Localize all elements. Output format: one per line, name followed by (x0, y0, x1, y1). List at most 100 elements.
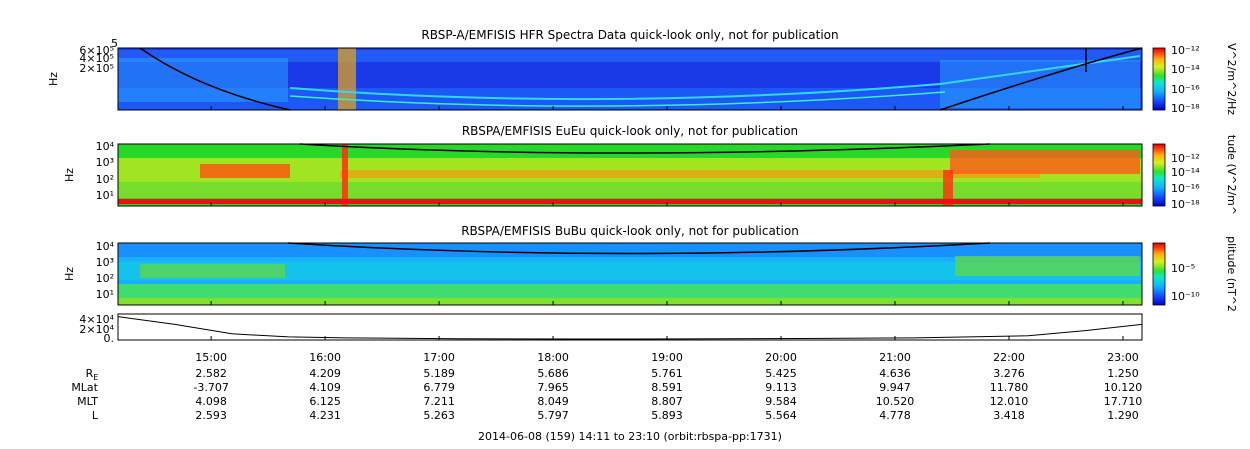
ephemeris-value: 10.520 (876, 395, 915, 408)
bubu-upper-curve (287, 242, 991, 255)
ephemeris-value: 6.779 (423, 381, 455, 394)
panel-eueu-ylabel: Hz (63, 168, 76, 182)
bubu-colorbar-label: plitude (nT^2 (1225, 236, 1238, 312)
eueu-ytick-1e3: 10³ (96, 156, 114, 169)
hfr-ytick-4e5: 4×10⁵ (79, 52, 114, 65)
hfr-colorbar-label: V^2/m^2/Hz (1225, 43, 1238, 115)
hfr-plasmapause-curve (139, 47, 1143, 111)
panel-bubu-colorbar: 10⁻⁵ 10⁻¹⁰ plitude (nT^2 (1152, 236, 1238, 312)
ephemeris-value: 5.263 (423, 409, 455, 422)
eueu-band-hot-3 (950, 150, 1140, 174)
ephemeris-value: 9.584 (765, 395, 797, 408)
ephemeris-value: 7.965 (537, 381, 569, 394)
panel-eueu-spectrogram (118, 143, 1142, 206)
time-tick-label: 23:00 (1107, 351, 1139, 364)
line-series-group (117, 316, 1143, 340)
line-ytick-4e4: 4×10⁴ (79, 313, 114, 326)
ephemeris-value: 2.593 (195, 409, 227, 422)
time-tick-label: 20:00 (765, 351, 797, 364)
ephemeris-value: 4.231 (309, 409, 341, 422)
panel-bubu: RBSPA/EMFISIS BuBu quick-look only, not … (63, 224, 1238, 312)
line-series-path (117, 316, 1143, 340)
bubu-green-2 (955, 256, 1140, 276)
time-tick-label: 16:00 (309, 351, 341, 364)
hfr-band-upper (118, 50, 1142, 62)
panel-hfr-yticks: 2×10⁵ 4×10⁵ 6×10⁵ 5 (79, 37, 118, 75)
ephemeris-value: 8.049 (537, 395, 569, 408)
eueu-ytick-1e1: 10¹ (96, 189, 114, 202)
panel-line-frame (117, 313, 1143, 341)
ephemeris-value: 5.189 (423, 367, 455, 380)
ephemeris-value: 5.564 (765, 409, 797, 422)
line-ytick-0: 0. (104, 332, 115, 345)
line-ytick-2e4: 2×10⁴ (79, 323, 114, 336)
ephemeris-table: RE MLat MLT L 2.582 4.209 5.189 5.686 5.761 5… (71, 367, 1142, 422)
bubu-cbtick-5: 10⁻⁵ (1171, 262, 1195, 275)
ephemeris-value: 5.425 (765, 367, 797, 380)
panel-eueu: RBSPA/EMFISIS EuEu quick-look only, not … (63, 124, 1238, 215)
ephemeris-value: 5.893 (651, 409, 683, 422)
panel-bubu-yticks: 10⁴ 10³ 10² 10¹ (96, 240, 115, 301)
ephemeris-value: 4.636 (879, 367, 911, 380)
time-axis-ticks: 15:00 16:00 17:00 18:00 19:00 20:00 21:00 22:00… (195, 106, 1139, 364)
eueu-upper-curve (299, 143, 991, 154)
eueu-ytick-1e4: 10⁴ (96, 140, 115, 153)
time-tick-label: 15:00 (195, 351, 227, 364)
eueu-baseline (118, 199, 1142, 204)
panel-eueu-frame (117, 143, 1143, 207)
ephemeris-value: 4.109 (309, 381, 341, 394)
hfr-ytick-6e5: 6×10⁵ (79, 44, 114, 57)
ephem-label-mlt: MLT (77, 395, 98, 408)
eueu-colorbar-scale (1152, 143, 1166, 207)
hfr-late-region (940, 60, 1140, 108)
hfr-ytick-2e5: 2×10⁵ (79, 62, 114, 75)
ephemeris-value: 3.276 (993, 367, 1025, 380)
hfr-emission-line-2 (289, 91, 946, 107)
ephemeris-row-labels: RE MLat MLT L (71, 367, 99, 422)
ephemeris-value: 5.797 (537, 409, 569, 422)
bubu-ytick-1e4: 10⁴ (96, 240, 115, 253)
panel-eueu-colorbar: 10⁻¹² 10⁻¹⁴ 10⁻¹⁶ 10⁻¹⁸ tude (V^2/m^ (1152, 135, 1238, 215)
panel-bubu-spectrogram (118, 242, 1142, 305)
ephemeris-value: 8.591 (651, 381, 683, 394)
ephemeris-value: 1.250 (1107, 367, 1139, 380)
bubu-green-1 (140, 264, 285, 278)
eueu-spike-2 (943, 170, 953, 206)
ephemeris-value: 17.710 (1104, 395, 1143, 408)
hfr-colorbar-scale (1152, 47, 1166, 111)
hfr-emission-line (289, 55, 1141, 101)
bubu-ytick-1e3: 10³ (96, 256, 114, 269)
eueu-cbtick-14: 10⁻¹⁴ (1171, 166, 1200, 179)
eueu-band-hot (200, 164, 290, 178)
ephemeris-value: 6.125 (309, 395, 341, 408)
panel-line: 4×10⁴ 2×10⁴ 0. (79, 313, 1143, 345)
ephemeris-value: 4.098 (195, 395, 227, 408)
ephemeris-values: 2.582 4.209 5.189 5.686 5.761 5.425 4.636 3.276… (193, 367, 1142, 422)
panel-hfr-colorbar: 10⁻¹² 10⁻¹⁴ 10⁻¹⁶ 10⁻¹⁸ V^2/m^2/Hz (1152, 43, 1238, 115)
hfr-cbtick-18: 10⁻¹⁸ (1171, 102, 1200, 115)
ephemeris-value: 9.113 (765, 381, 797, 394)
eueu-cbtick-12: 10⁻¹² (1171, 152, 1200, 165)
time-tick-label: 17:00 (423, 351, 455, 364)
bubu-baseline (118, 298, 1142, 305)
ephem-label-l: L (92, 409, 99, 422)
ephemeris-value: 5.686 (537, 367, 569, 380)
eueu-cbtick-16: 10⁻¹⁶ (1171, 182, 1200, 195)
time-tick-label: 18:00 (537, 351, 569, 364)
ephemeris-value: 11.780 (990, 381, 1029, 394)
ephemeris-value: 10.120 (1104, 381, 1143, 394)
eueu-low-band (118, 182, 1142, 198)
ephemeris-value: 4.209 (309, 367, 341, 380)
bubu-colorbar-scale (1152, 242, 1166, 306)
ephemeris-value: 8.807 (651, 395, 683, 408)
hfr-ytick-5: 5 (111, 37, 118, 50)
panel-hfr-title: RBSP-A/EMFISIS HFR Spectra Data quick-lo… (421, 28, 838, 42)
footer-time-range: 2014-06-08 (159) 14:11 to 23:10 (orbit:r… (478, 430, 782, 443)
panel-hfr-ylabel: Hz (47, 72, 60, 86)
panel-hfr-spectrogram (118, 47, 1143, 111)
time-tick-label: 22:00 (993, 351, 1025, 364)
panel-hfr: RBSP-A/EMFISIS HFR Spectra Data quick-lo… (47, 28, 1238, 115)
bubu-ytick-1e1: 10¹ (96, 288, 114, 301)
panel-line-yticks: 4×10⁴ 2×10⁴ 0. (79, 313, 114, 345)
ephemeris-value: 2.582 (195, 367, 227, 380)
